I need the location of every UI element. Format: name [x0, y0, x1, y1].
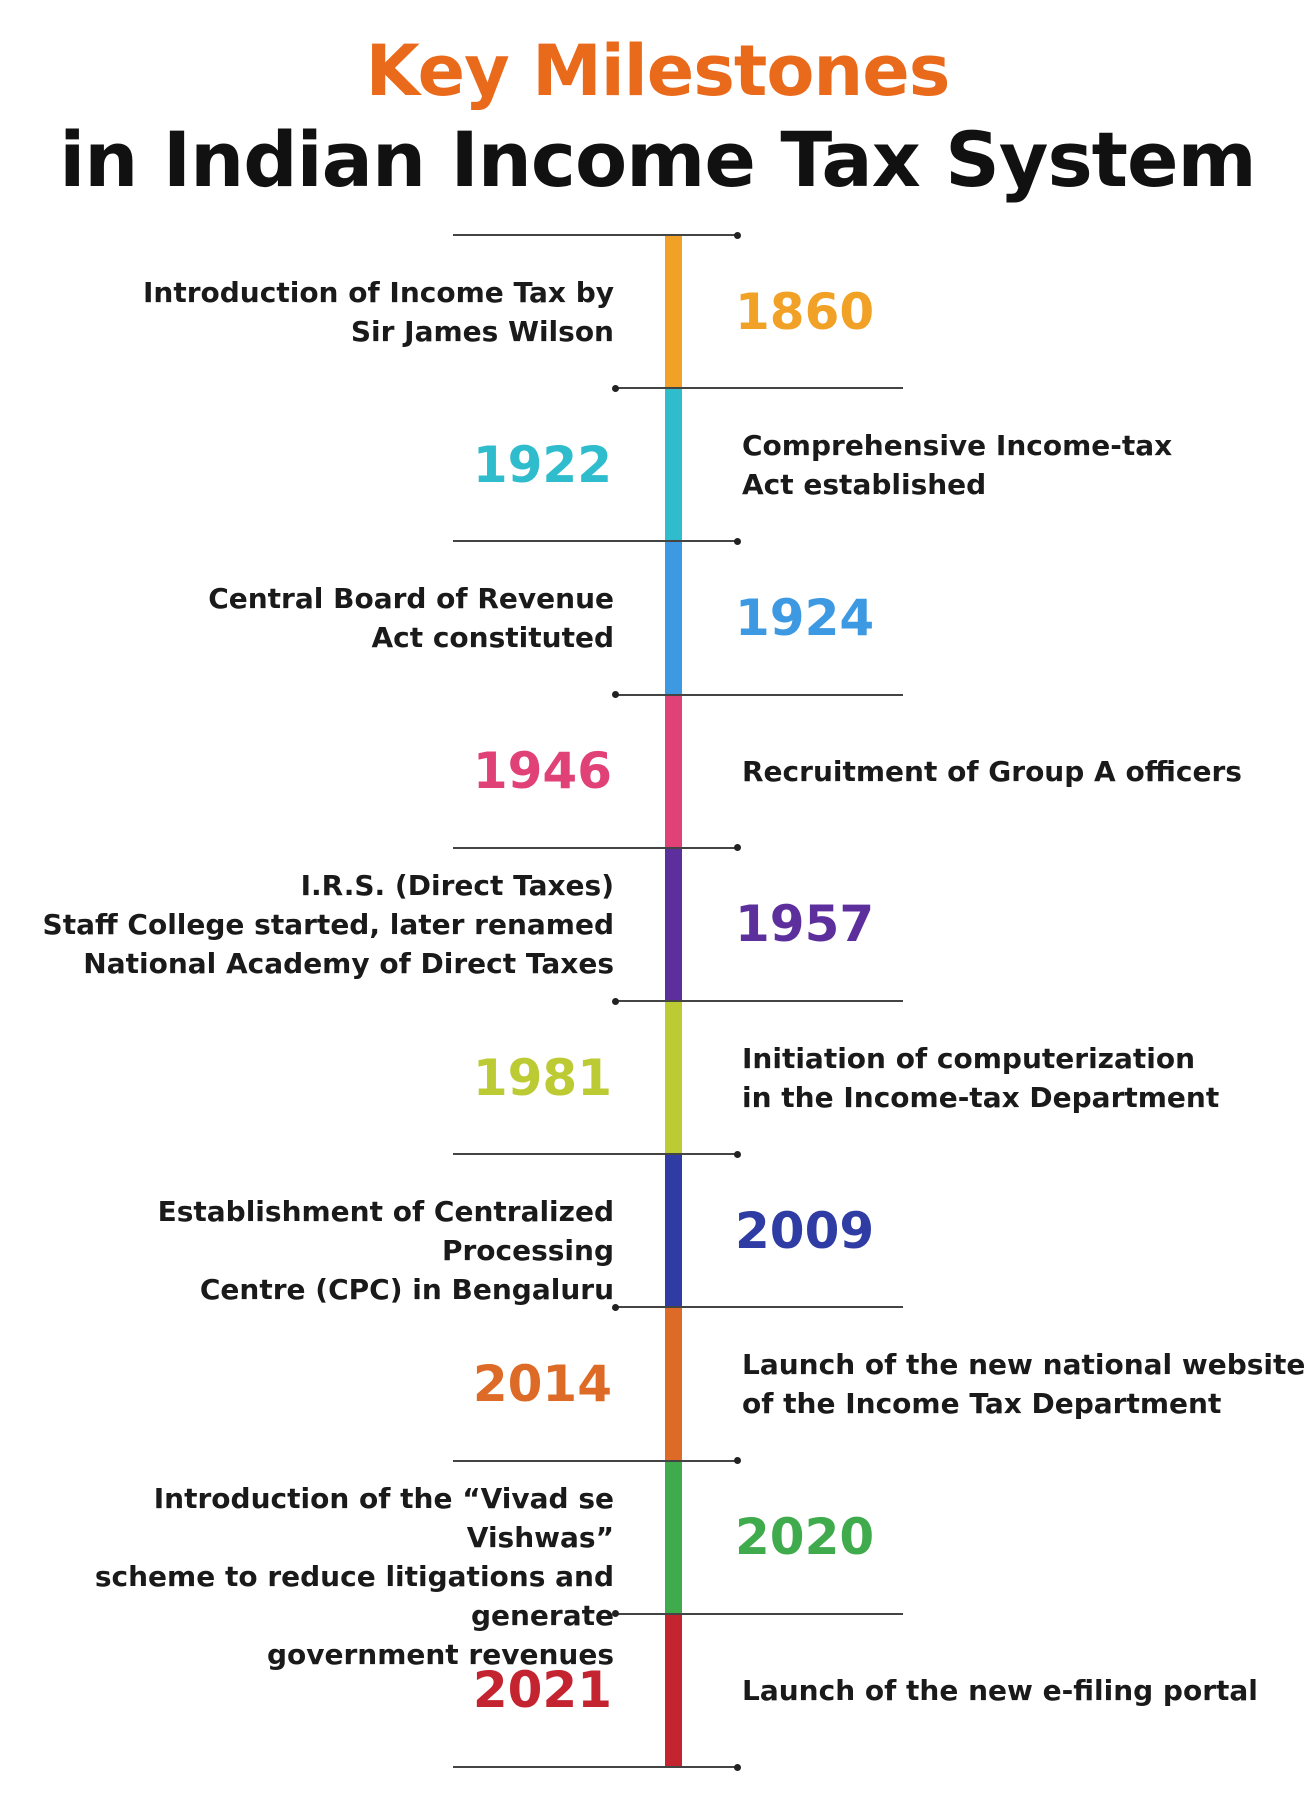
- milestone-desc-line: Centre (CPC) in Bengaluru: [199, 1272, 614, 1306]
- divider-line: [453, 1153, 738, 1156]
- milestone-desc-1922: Comprehensive Income-tax Act established: [742, 426, 1315, 504]
- timeline-segment-1981: [665, 1001, 682, 1156]
- milestone-desc-2021: Launch of the new e-filing portal: [742, 1671, 1315, 1710]
- milestone-desc-line: Act established: [742, 467, 987, 501]
- year-label-1946: 1946: [472, 742, 612, 801]
- divider-line: [616, 1000, 903, 1002]
- divider-line: [616, 1612, 903, 1615]
- milestone-desc-line: Sir James Wilson: [350, 314, 614, 348]
- milestone-desc-line: Establishment of Centralized Processing: [157, 1194, 614, 1267]
- milestone-desc-line: I.R.S. (Direct Taxes): [300, 868, 614, 902]
- divider-dot: [734, 1150, 741, 1158]
- divider-dot: [612, 384, 619, 392]
- divider-dot: [734, 231, 741, 239]
- milestone-desc-line: Launch of the new e-filing portal: [742, 1673, 1258, 1707]
- milestone-desc-line: government revenues: [266, 1637, 614, 1671]
- divider-dot: [734, 537, 741, 545]
- divider-dot: [734, 1457, 741, 1465]
- year-label-1924: 1924: [735, 589, 875, 647]
- divider-line: [616, 387, 903, 390]
- divider-line: [616, 693, 903, 696]
- divider-dot: [734, 844, 741, 852]
- divider-line: [453, 1459, 738, 1462]
- milestone-desc-line: Comprehensive Income-tax: [742, 428, 1173, 462]
- divider-dot: [612, 1610, 619, 1618]
- milestone-desc-line: Central Board of Revenue: [208, 582, 614, 615]
- timeline-segment-1957: [665, 847, 682, 1002]
- milestone-desc-2020: Introduction of the “Vivad se Vishwas” sc…: [34, 1479, 614, 1674]
- milestone-desc-1924: Central Board of Revenue Act constituted: [34, 579, 614, 657]
- milestone-desc-line: Staff College started, later renamed: [42, 907, 614, 941]
- year-label-2009: 2009: [735, 1201, 875, 1260]
- timeline-segment-2009: [665, 1154, 682, 1309]
- divider-line: [453, 846, 738, 849]
- milestone-desc-line: Recruitment of Group A officers: [742, 754, 1242, 788]
- milestone-desc-line: Introduction of Income Tax by: [142, 275, 614, 309]
- year-label-1981: 1981: [472, 1048, 612, 1107]
- year-label-1922: 1922: [472, 435, 612, 494]
- title-line-2: in Indian Income Tax System: [59, 115, 1257, 204]
- milestone-desc-line: of the Income Tax Department: [742, 1387, 1222, 1420]
- timeline-segment-2014: [665, 1307, 682, 1462]
- year-label-2020: 2020: [735, 1508, 875, 1567]
- divider-line: [453, 540, 738, 543]
- divider-dot: [612, 997, 619, 1005]
- timeline-segment-1860: [665, 235, 682, 390]
- year-label-2014: 2014: [472, 1355, 612, 1413]
- milestone-desc-line: in the Income-tax Department: [742, 1080, 1220, 1114]
- milestone-desc-1946: Recruitment of Group A officers: [742, 752, 1315, 791]
- year-label-2021: 2021: [472, 1661, 612, 1720]
- timeline-segment-1922: [665, 388, 682, 543]
- divider-dot: [612, 691, 619, 699]
- timeline-segment-1924: [665, 541, 682, 696]
- divider-dot: [734, 1763, 741, 1771]
- milestone-desc-1957: I.R.S. (Direct Taxes) Staff College start…: [34, 866, 614, 983]
- divider-line: [453, 1766, 738, 1768]
- milestone-desc-line: National Academy of Direct Taxes: [83, 946, 614, 980]
- milestone-desc-line: Act constituted: [371, 621, 614, 654]
- milestone-desc-2014: Launch of the new national website of the…: [742, 1345, 1315, 1423]
- divider-line: [616, 1306, 903, 1309]
- milestone-desc-line: Introduction of the “Vivad se Vishwas”: [153, 1481, 614, 1554]
- milestone-desc-line: Launch of the new national website: [742, 1348, 1306, 1381]
- milestone-desc-1860: Introduction of Income Tax by Sir James W…: [34, 273, 614, 351]
- divider-line: [453, 234, 738, 236]
- timeline-segment-2020: [665, 1460, 682, 1615]
- timeline-segment-1946: [665, 694, 682, 849]
- divider-dot: [612, 1303, 619, 1311]
- year-label-1860: 1860: [735, 282, 875, 341]
- timeline-segment-2021: [665, 1613, 682, 1768]
- milestone-desc-line: scheme to reduce litigations and generat…: [94, 1559, 614, 1632]
- milestone-desc-line: Initiation of computerization: [742, 1041, 1196, 1075]
- year-label-1957: 1957: [735, 895, 875, 954]
- milestone-desc-1981: Initiation of computerization in the Inco…: [742, 1039, 1315, 1117]
- milestone-desc-2009: Establishment of Centralized Processing C…: [34, 1192, 614, 1309]
- title-line-1: Key Milestones: [365, 30, 951, 112]
